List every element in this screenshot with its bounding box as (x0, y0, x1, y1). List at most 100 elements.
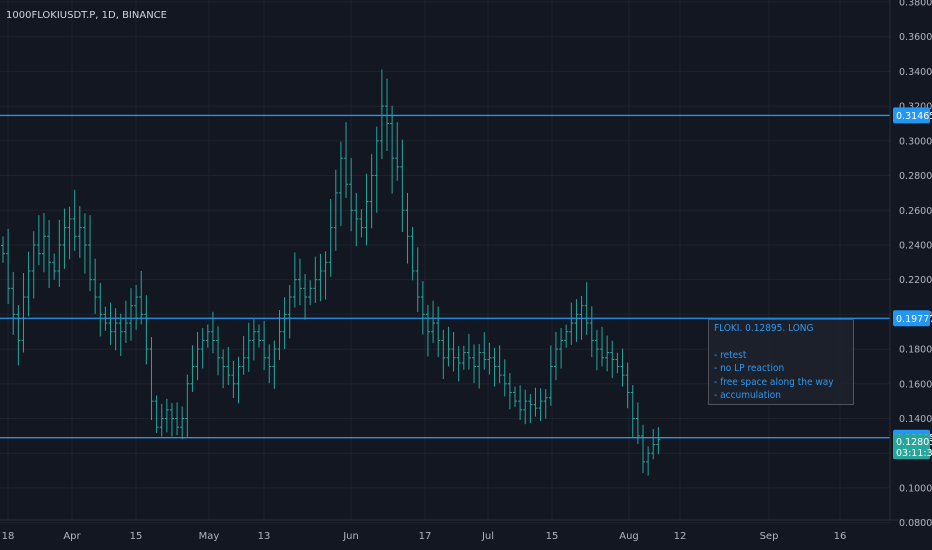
ohlc-bar (553, 331, 558, 381)
ohlc-bar (185, 374, 190, 437)
ohlc-bar (93, 258, 98, 314)
ohlc-bar (538, 388, 543, 421)
ohlc-bar (441, 329, 446, 379)
ohlc-bar (241, 336, 246, 375)
x-tick-label: Jun (342, 531, 359, 542)
ohlc-bar (436, 306, 441, 358)
ohlc-bar (630, 385, 635, 438)
x-tick-label: 12 (674, 531, 687, 542)
ohlc-bar (344, 122, 349, 199)
ohlc-bar (328, 198, 333, 277)
x-tick-label: 16 (834, 531, 847, 542)
ohlc-bar (420, 280, 425, 335)
x-tick-label: Aug (619, 531, 639, 542)
ohlc-bar (226, 346, 231, 385)
ohlc-bar (518, 385, 523, 420)
ohlc-bar (118, 313, 123, 356)
level-price-label: 0.31465 (896, 111, 932, 122)
ohlc-bar (47, 219, 52, 289)
ohlc-bar (364, 173, 369, 246)
ohlc-bar (625, 362, 630, 409)
time-axis[interactable]: 18 Apr 15 May 13 Jun 17 Jul 15 Aug 12 Sep 16 (2, 531, 847, 542)
ohlc-bar (108, 302, 113, 345)
ohlc-bar (52, 253, 57, 280)
ohlc-bar (251, 319, 256, 361)
ohlc-bar (569, 302, 574, 345)
ohlc-bar (461, 345, 466, 370)
ohlc-bar (287, 285, 292, 339)
ohlc-bar (272, 340, 277, 389)
ohlc-bar (466, 333, 471, 370)
ohlc-bar (431, 300, 436, 343)
ohlc-bar (492, 347, 497, 387)
ohlc-bar (651, 429, 656, 460)
ohlc-bar (72, 189, 77, 251)
ohlc-bar (149, 337, 154, 421)
ohlc-bar (297, 258, 302, 306)
ohlc-bar (200, 328, 205, 369)
ohlc-bar (67, 206, 72, 260)
ohlc-bar (641, 424, 645, 474)
ohlc-bar (620, 348, 625, 387)
ohlc-bar (584, 282, 589, 335)
ohlc-bar (600, 326, 605, 367)
horizontal-levels[interactable] (0, 114, 890, 439)
ohlc-bar (415, 247, 420, 313)
ohlc-bar (456, 346, 461, 382)
ohlc-bar (154, 395, 159, 433)
ohlc-bar (354, 192, 359, 247)
note-line-free-space: - free space along the way (714, 376, 834, 388)
ohlc-bar (359, 209, 364, 238)
ohlc-bar (472, 344, 477, 384)
ohlc-bar (6, 228, 11, 305)
note-title: FLOKI. 0.12895. LONG (714, 323, 814, 334)
ohlc-bar (129, 288, 133, 341)
ohlc-bar (533, 387, 538, 417)
ohlc-bar (543, 388, 548, 419)
ohlc-bar (482, 332, 487, 370)
ohlc-bar (323, 251, 328, 300)
ohlc-bar (656, 427, 661, 455)
ohlc-bar (451, 331, 456, 372)
ohlc-bar (282, 297, 287, 349)
ohlc-bar (205, 324, 210, 348)
ohlc-bar (262, 320, 267, 371)
level-price-label: 0.19777 (896, 314, 932, 325)
ohlc-bar (513, 386, 517, 408)
ohlc-bar (231, 360, 236, 398)
ohlc-bar (369, 154, 374, 229)
ohlc-bar (564, 324, 569, 348)
ohlc-bar (82, 213, 87, 274)
x-tick-label: Sep (760, 531, 779, 542)
ohlc-bar (338, 141, 343, 227)
ohlc-bar (507, 373, 512, 410)
level-price-tag (893, 310, 930, 327)
symbol-label[interactable]: 1000FLOKIUSDT.P, 1D, BINANCE (6, 10, 167, 21)
ohlc-bar (41, 212, 46, 273)
ohlc-bar (610, 340, 615, 379)
ohlc-bar (303, 273, 308, 320)
x-tick-label: Apr (63, 531, 81, 542)
last-price-tag (893, 434, 930, 460)
ohlc-bar (221, 349, 226, 389)
price-bars (1, 69, 661, 476)
ohlc-bar (425, 304, 430, 357)
ohlc-bar (113, 308, 118, 351)
x-tick-label: 18 (2, 531, 15, 542)
ohlc-bar (144, 295, 149, 365)
ohlc-bar (134, 285, 139, 330)
note-line-retest: - retest (714, 349, 747, 361)
ohlc-bar (11, 271, 16, 335)
ohlc-bar (169, 402, 174, 437)
note-line-accumulation: - accumulation (714, 390, 781, 401)
ohlc-bar (57, 219, 62, 288)
ohlc-bar (159, 403, 164, 437)
trade-note[interactable]: FLOKI. 0.12895. LONG - retest - no LP re… (708, 319, 854, 405)
